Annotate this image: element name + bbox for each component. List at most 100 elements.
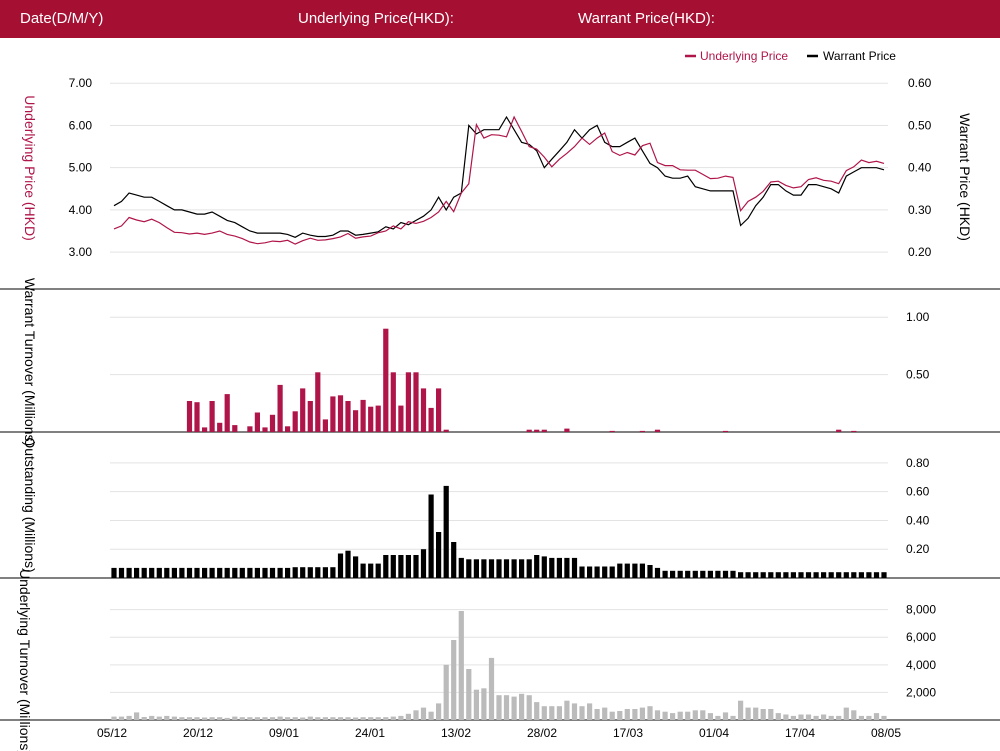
outstanding-bar (171, 567, 177, 578)
warrant-turnover-bar (337, 395, 344, 432)
underlying-turnover-bar (353, 717, 359, 720)
underlying-turnover-bar (738, 700, 744, 720)
underlying-turnover-bar (481, 688, 487, 720)
underlying-turnover-bar (617, 711, 623, 720)
outstanding-bar (602, 566, 608, 578)
underlying-turnover-bar (164, 715, 170, 720)
underlying-turnover-bar (126, 715, 132, 720)
warrant-turnover-bar (285, 426, 291, 432)
underlying-turnover-bar (511, 696, 517, 720)
warrant-turnover-bar (292, 411, 298, 432)
outstanding-bar (843, 572, 849, 578)
warrant-turnover-bar (307, 401, 313, 432)
underlying-turnover-bar (700, 710, 706, 720)
warrant-turnover-bar (436, 388, 442, 432)
outstanding-bar (685, 570, 691, 578)
outstanding-bar (353, 556, 359, 578)
date-tick-label: 01/04 (699, 726, 729, 740)
price-left-tick-label: 6.00 (69, 118, 93, 132)
underlying-turnover-bar (390, 716, 396, 720)
price-right-tick-label: 0.30 (908, 203, 932, 217)
outstanding-bar (511, 559, 517, 578)
outstanding-bar (730, 570, 736, 578)
outstanding-bar (805, 572, 812, 578)
underlying-turnover-bar (760, 709, 766, 720)
warrant-turnover-bar (232, 425, 238, 432)
outstanding-bar (715, 570, 721, 578)
underlying-turnover-tick-label: 2,000 (906, 685, 936, 699)
underlying-turnover-bar (790, 715, 796, 720)
outstanding-bar (345, 550, 351, 578)
underlying-turnover-bar (466, 669, 472, 720)
outstanding-tick-label: 0.80 (906, 456, 930, 470)
warrant-turnover-bar (194, 402, 200, 432)
warrant-turnover-bar (428, 407, 434, 432)
warrant-turnover-bar (322, 419, 328, 432)
outstanding-bar (662, 570, 668, 578)
warrant-turnover-bar (541, 429, 547, 432)
outstanding-bar (315, 567, 321, 578)
underlying-turnover-bar (232, 716, 238, 720)
outstanding-bar (564, 557, 570, 578)
legend-underlying-label: Underlying Price (700, 49, 788, 63)
warrant-price-line (113, 115, 885, 238)
underlying-turnover-bar (134, 712, 140, 720)
underlying-turnover-bar (488, 657, 495, 720)
warrant-turnover-bar (722, 430, 729, 432)
warrant-turnover-bar (360, 399, 366, 432)
outstanding-bar (436, 532, 442, 578)
outstanding-bar (549, 557, 555, 578)
underlying-turnover-bar (443, 664, 449, 720)
warrant-turnover-bar (254, 412, 260, 432)
underlying-turnover-bar (217, 717, 223, 720)
underlying-turnover-tick-label: 4,000 (906, 658, 936, 672)
outstanding-bar (383, 555, 389, 578)
warrant-turnover-bar (353, 410, 359, 432)
warrant-turnover-bar (639, 430, 645, 432)
underlying-turnover-bar (428, 711, 434, 720)
warrant-turnover-bar (262, 427, 268, 432)
underlying-turnover-bar (337, 717, 344, 720)
underlying-turnover-bar (662, 711, 668, 720)
outstanding-bar (647, 565, 653, 578)
warrant-turnover-bar (300, 388, 306, 432)
underlying-turnover-bar (458, 611, 464, 720)
warrant-turnover-bar (345, 401, 351, 432)
underlying-turnover-bar (571, 703, 578, 720)
outstanding-tick-label: 0.40 (906, 513, 930, 527)
underlying-turnover-bar (587, 703, 593, 720)
underlying-turnover-bar (745, 707, 751, 720)
underlying-turnover-bar (624, 709, 630, 720)
price-left-axis-title: Underlying Price (HKD) (22, 95, 38, 240)
price-right-tick-label: 0.50 (908, 118, 932, 132)
underlying-turnover-bar (398, 715, 404, 720)
underlying-turnover-bar (473, 689, 479, 720)
warrant-turnover-tick-label: 0.50 (906, 368, 930, 382)
outstanding-bar (307, 567, 313, 578)
warrant-turnover-bar (277, 384, 283, 432)
outstanding-bar (141, 567, 147, 578)
underlying-turnover-bar (526, 695, 532, 720)
underlying-turnover-bar (881, 715, 887, 720)
outstanding-bar (405, 555, 411, 578)
outstanding-bar (118, 567, 125, 578)
date-tick-label: 20/12 (183, 726, 213, 740)
warrant-turnover-axis-title: Warrant Turnover (Millions) (22, 278, 38, 446)
underlying-turnover-bar (602, 707, 608, 720)
underlying-turnover-bar (549, 706, 555, 720)
outstanding-bar (285, 567, 291, 578)
outstanding-bar (775, 572, 781, 578)
outstanding-bar (738, 572, 744, 578)
outstanding-bar (247, 567, 253, 578)
outstanding-bar (587, 566, 593, 578)
underlying-turnover-bar (300, 717, 306, 720)
underlying-turnover-bar (730, 715, 736, 720)
outstanding-bar (768, 572, 774, 578)
underlying-turnover-bar (753, 707, 759, 720)
outstanding-bar (164, 567, 170, 578)
outstanding-tick-label: 0.60 (906, 485, 930, 499)
price-right-tick-label: 0.40 (908, 161, 932, 175)
underlying-price-label: Underlying Price(HKD): (298, 10, 454, 27)
outstanding-bar (722, 570, 729, 578)
underlying-turnover-bar (677, 711, 683, 720)
